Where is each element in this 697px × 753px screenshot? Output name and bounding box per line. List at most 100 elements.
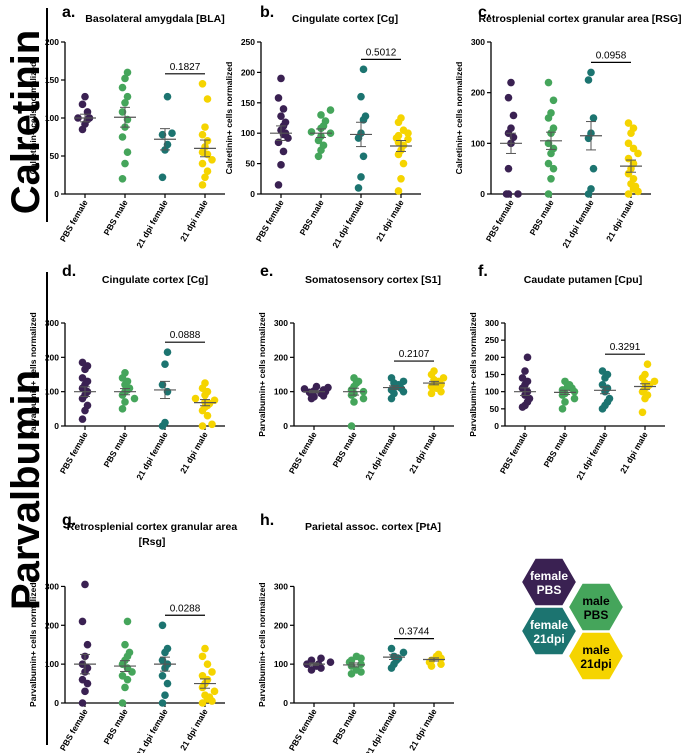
section-label-calretinin: Calretinin bbox=[4, 30, 48, 214]
data-point bbox=[81, 687, 89, 696]
data-point bbox=[161, 418, 169, 427]
data-point bbox=[123, 68, 132, 77]
y-tick-label: 0 bbox=[283, 421, 288, 431]
data-point bbox=[624, 119, 633, 127]
y-tick-label: 100 bbox=[45, 387, 59, 397]
panel-d: d. Cingulate cortex [Cg] 0 100 200 300 Parvalb… bbox=[28, 263, 225, 482]
x-tick-label-21-dpi-male: 21 dpi male bbox=[407, 707, 439, 752]
legend-label: 21dpi bbox=[580, 657, 611, 671]
y-axis-label: Calretinin+ cells normalized bbox=[224, 62, 234, 175]
y-axis-label: Parvalbumin+ cells normalized bbox=[468, 312, 478, 436]
data-point bbox=[549, 96, 558, 105]
data-point bbox=[317, 111, 325, 119]
data-point bbox=[277, 161, 285, 169]
panel-f: f. Caudate putamen [Cpu] 0 50 100 150 200 250 30… bbox=[468, 263, 665, 482]
series-21-dpi-male bbox=[620, 119, 642, 198]
p-value-label: 0.3744 bbox=[399, 627, 430, 638]
data-point bbox=[357, 660, 365, 668]
data-point bbox=[78, 617, 87, 626]
data-point bbox=[281, 118, 290, 127]
y-tick-label: 200 bbox=[274, 352, 288, 362]
data-point bbox=[326, 658, 335, 666]
x-tick-label-pbs-female: PBS female bbox=[254, 198, 286, 244]
data-point bbox=[118, 672, 127, 680]
data-point bbox=[81, 92, 89, 101]
series-pbs-female bbox=[500, 78, 522, 198]
legend-label: 21dpi bbox=[533, 632, 564, 646]
y-tick-label: 0 bbox=[54, 421, 59, 431]
data-point bbox=[624, 190, 633, 198]
series-pbs-female bbox=[74, 92, 96, 134]
data-point bbox=[352, 652, 361, 661]
data-point bbox=[387, 374, 396, 382]
data-point bbox=[504, 93, 513, 102]
data-point bbox=[208, 156, 216, 164]
x-tick-label-21-dpi-male: 21 dpi male bbox=[604, 198, 636, 243]
legend-label: male bbox=[582, 594, 610, 608]
data-point bbox=[198, 422, 207, 430]
data-point bbox=[650, 377, 659, 386]
y-tick-label: 250 bbox=[241, 37, 255, 47]
series-pbs-female bbox=[74, 358, 96, 423]
data-point bbox=[203, 660, 212, 668]
y-tick-label: 100 bbox=[274, 659, 288, 669]
y-tick-label: 300 bbox=[45, 318, 59, 328]
x-tick-label-21-dpi-female: 21 dpi female bbox=[363, 707, 399, 753]
y-tick-label: 250 bbox=[485, 335, 499, 345]
data-point bbox=[544, 190, 553, 198]
data-point bbox=[198, 130, 207, 139]
data-point bbox=[561, 377, 569, 386]
x-tick-label-21-dpi-female: 21 dpi female bbox=[134, 198, 170, 250]
y-tick-label: 200 bbox=[45, 37, 59, 47]
y-tick-label: 200 bbox=[45, 352, 59, 362]
y-tick-label: 200 bbox=[485, 352, 499, 362]
y-tick-label: 100 bbox=[485, 387, 499, 397]
data-point bbox=[397, 114, 405, 122]
series-21-dpi-female bbox=[594, 367, 616, 413]
y-tick-label: 150 bbox=[45, 75, 59, 85]
y-tick-label: 100 bbox=[241, 128, 255, 138]
x-tick-label-pbs-male: PBS male bbox=[330, 430, 358, 469]
series-pbs-male bbox=[114, 617, 136, 707]
series-pbs-female bbox=[74, 580, 96, 707]
data-point bbox=[359, 152, 368, 161]
series-pbs-male bbox=[554, 377, 579, 413]
y-tick-label: 100 bbox=[45, 659, 59, 669]
data-point bbox=[198, 80, 207, 88]
data-point bbox=[300, 385, 309, 393]
series-pbs-female bbox=[514, 353, 536, 411]
data-point bbox=[191, 394, 200, 403]
p-value-label: 0.0888 bbox=[170, 330, 201, 341]
data-point bbox=[121, 99, 129, 107]
x-tick-label-pbs-male: PBS male bbox=[101, 707, 129, 746]
data-point bbox=[121, 159, 129, 168]
y-tick-label: 0 bbox=[494, 421, 499, 431]
y-tick-label: 0 bbox=[54, 698, 59, 708]
data-point bbox=[544, 78, 553, 87]
y-axis-label: Parvalbumin+ cells normalized bbox=[28, 582, 38, 706]
data-point bbox=[118, 133, 127, 141]
x-tick-label-21-dpi-male: 21 dpi male bbox=[178, 430, 210, 475]
data-point bbox=[587, 68, 595, 77]
data-point bbox=[208, 420, 216, 429]
data-point bbox=[208, 668, 216, 676]
series-21-dpi-female bbox=[154, 621, 176, 707]
series-21-dpi-female bbox=[154, 92, 176, 182]
data-point bbox=[504, 164, 513, 173]
data-point bbox=[359, 394, 368, 403]
data-point bbox=[123, 148, 132, 156]
data-point bbox=[317, 654, 325, 663]
data-point bbox=[118, 108, 127, 116]
data-point bbox=[121, 683, 129, 692]
data-point bbox=[203, 137, 212, 145]
data-point bbox=[83, 401, 92, 410]
data-point bbox=[121, 640, 129, 649]
data-point bbox=[502, 190, 511, 198]
data-point bbox=[561, 398, 569, 406]
section-label-parvalbumin: Parvalbumin bbox=[4, 370, 48, 610]
data-point bbox=[434, 650, 443, 659]
data-point bbox=[198, 672, 207, 680]
data-point bbox=[354, 184, 363, 192]
data-point bbox=[314, 152, 323, 161]
